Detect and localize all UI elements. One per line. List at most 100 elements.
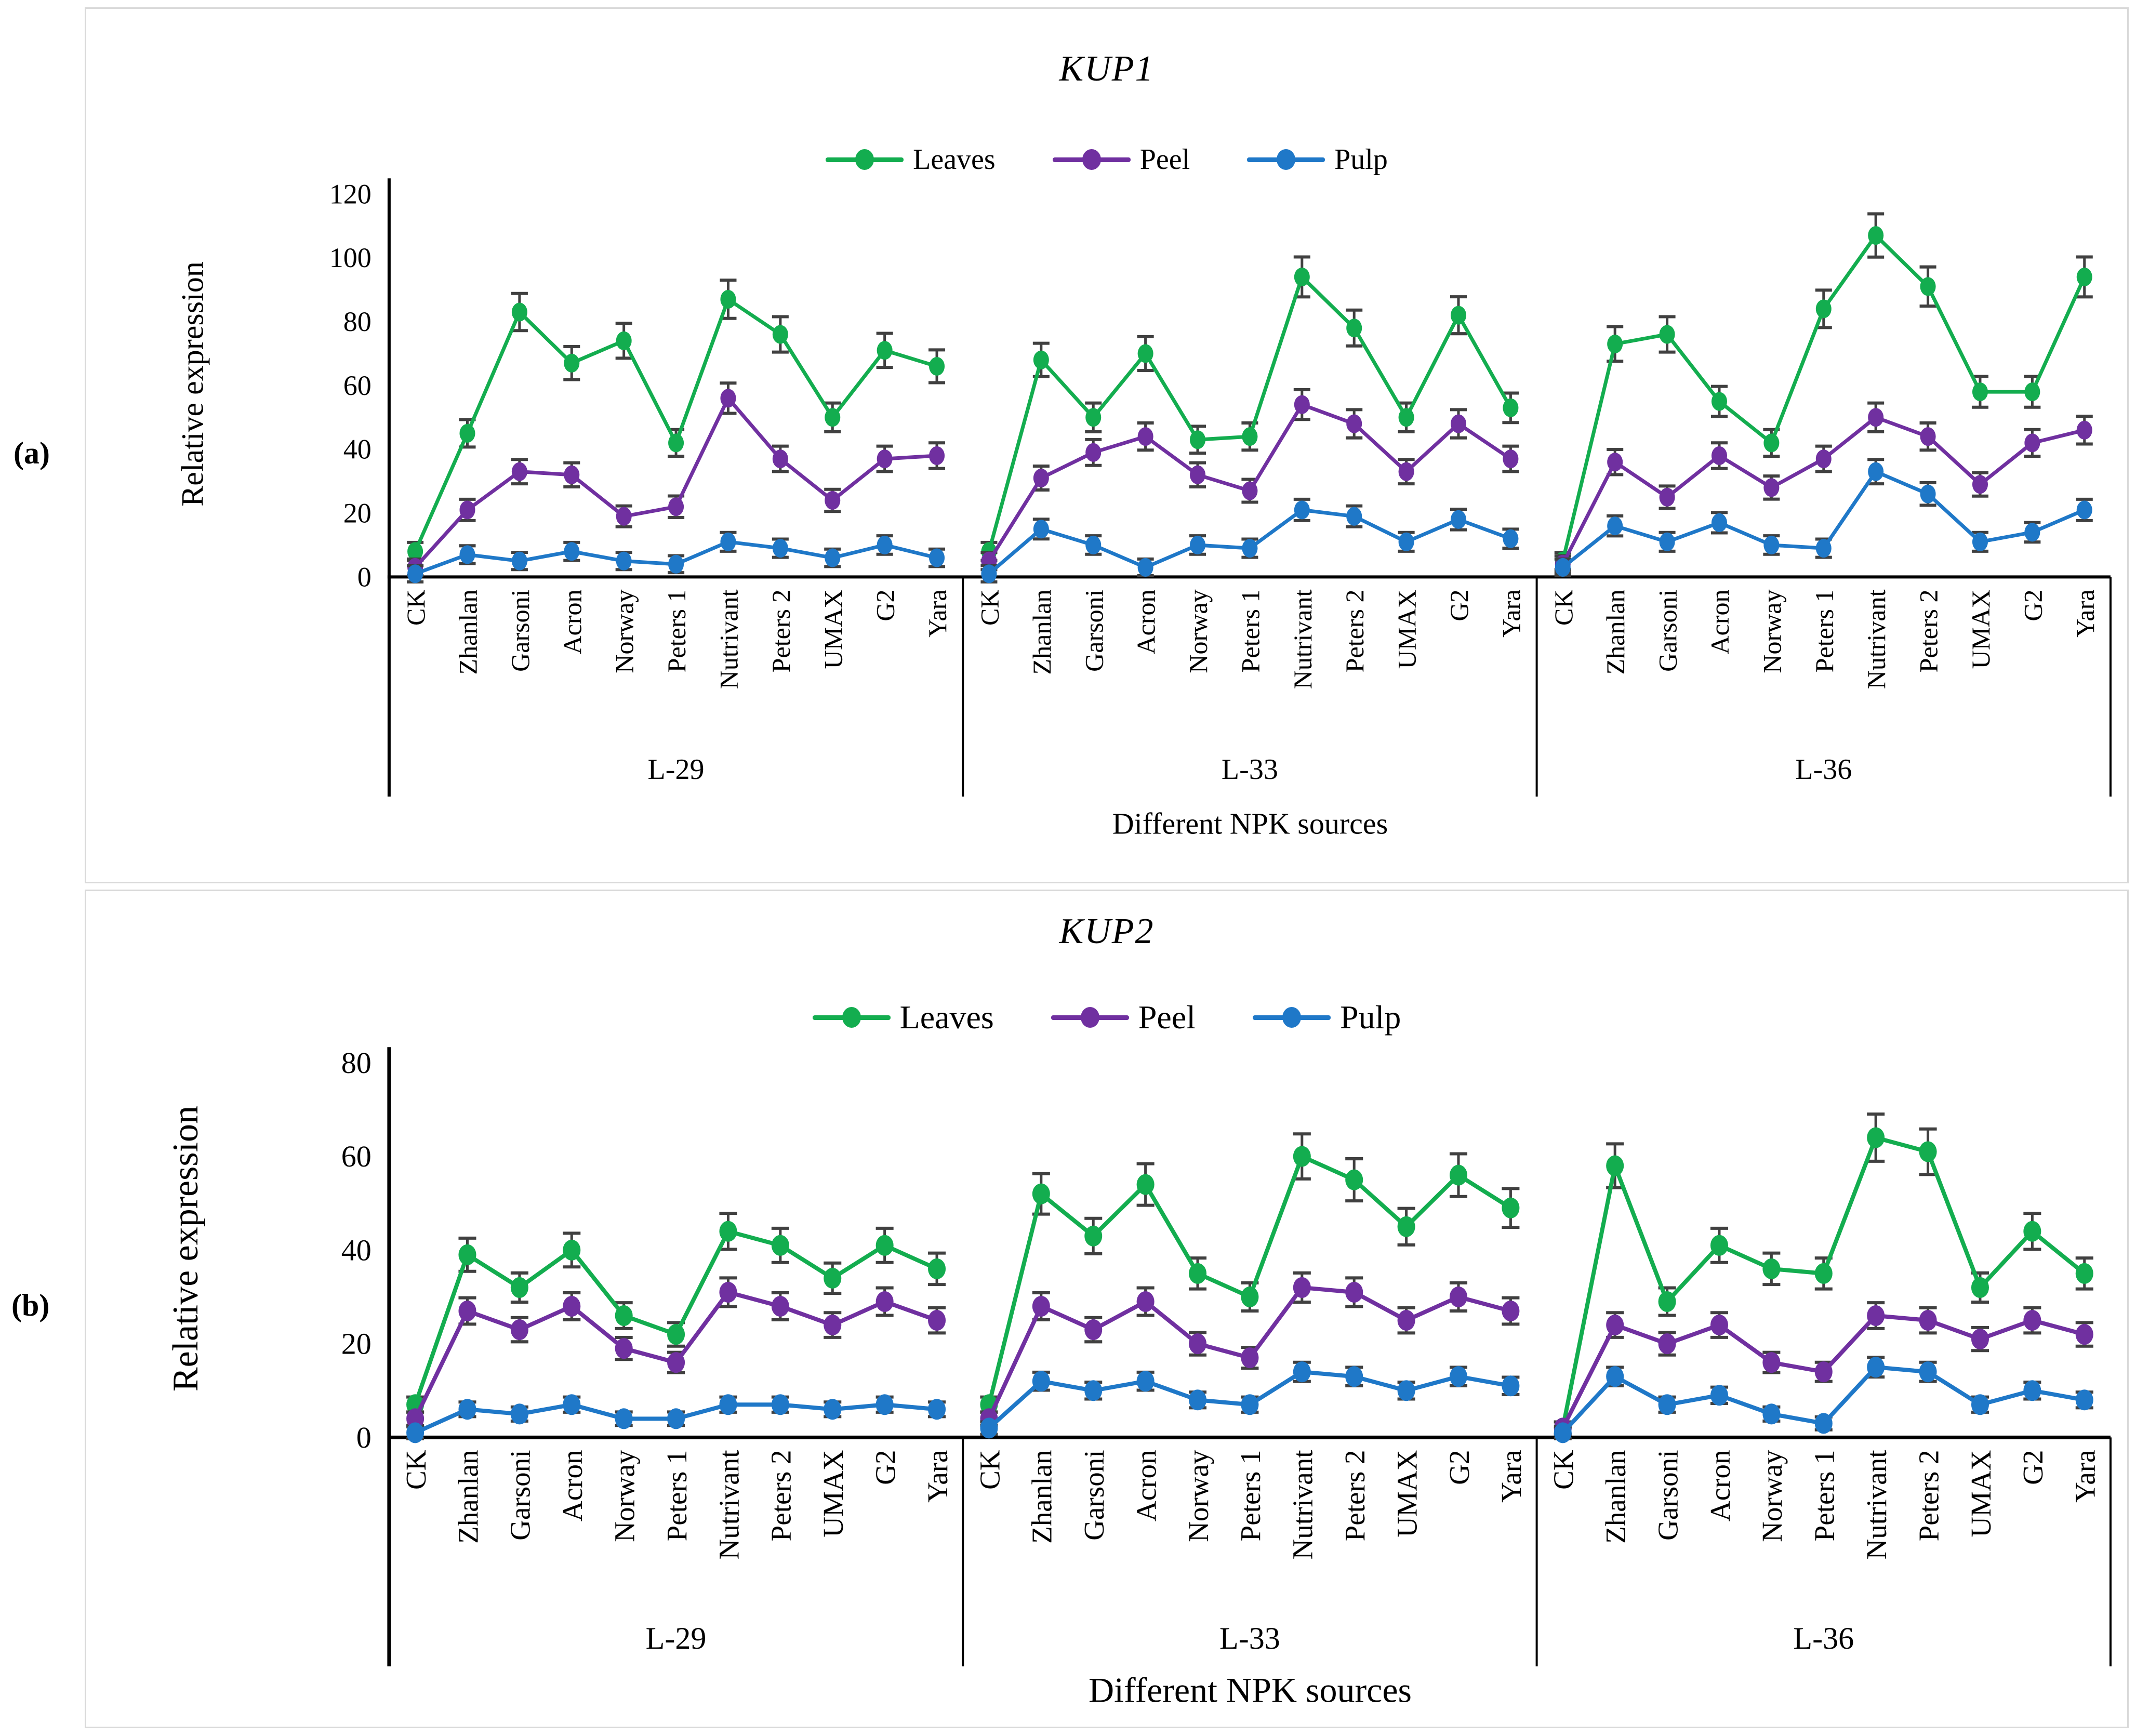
x-category-label: Norway bbox=[610, 589, 639, 673]
data-point-marker-leaves bbox=[1242, 427, 1258, 446]
data-point-marker-leaves bbox=[1658, 1291, 1676, 1313]
data-point-marker-leaves bbox=[1449, 1164, 1468, 1186]
data-point-marker-pulp bbox=[1450, 510, 1467, 529]
x-category-label: G2 bbox=[871, 589, 900, 621]
data-point-marker-peel bbox=[1242, 481, 1258, 500]
y-tick-label: 40 bbox=[341, 1233, 372, 1267]
data-point-marker-leaves bbox=[511, 302, 527, 322]
x-category-label: Nutrivant bbox=[713, 1450, 745, 1559]
data-point-marker-pulp bbox=[407, 564, 423, 584]
data-point-marker-pulp bbox=[1762, 1403, 1781, 1425]
data-point-marker-pulp bbox=[1920, 484, 1936, 503]
data-point-marker-peel bbox=[1188, 1333, 1207, 1355]
data-point-marker-peel bbox=[1033, 468, 1049, 487]
data-point-marker-peel bbox=[2024, 433, 2040, 453]
data-point-marker-leaves bbox=[458, 1244, 476, 1265]
data-point-marker-pulp bbox=[458, 1399, 476, 1420]
data-point-marker-pulp bbox=[719, 1394, 737, 1415]
data-point-marker-leaves bbox=[1136, 1174, 1155, 1195]
data-point-marker-leaves bbox=[1919, 1141, 1937, 1162]
data-point-marker-leaves bbox=[824, 1267, 842, 1289]
data-point-marker-pulp bbox=[563, 1394, 581, 1415]
x-category-label: Yara bbox=[2071, 589, 2100, 637]
x-category-label: Zhanlan bbox=[1027, 589, 1056, 674]
x-category-label: Acron bbox=[558, 589, 587, 654]
data-point-marker-leaves bbox=[563, 1239, 581, 1261]
data-point-marker-pulp bbox=[406, 1422, 424, 1443]
group-label: L-36 bbox=[1795, 753, 1852, 786]
data-point-marker-pulp bbox=[1659, 532, 1675, 551]
legend-item-pulp: Pulp bbox=[1247, 143, 1388, 176]
y-tick-label: 0 bbox=[357, 561, 372, 592]
data-point-marker-leaves bbox=[1920, 277, 1936, 296]
data-point-marker-pulp bbox=[824, 1399, 842, 1420]
data-point-marker-peel bbox=[2023, 1310, 2041, 1331]
data-point-marker-leaves bbox=[877, 341, 893, 360]
x-category-label: Zhanlan bbox=[1601, 589, 1630, 674]
x-category-label: Acron bbox=[1132, 589, 1161, 654]
pulp-line-marker-icon bbox=[1247, 149, 1325, 170]
x-category-label: Peters 1 bbox=[1236, 589, 1265, 672]
data-point-marker-peel bbox=[1032, 1295, 1050, 1317]
data-point-marker-leaves bbox=[720, 289, 736, 309]
data-point-marker-peel bbox=[929, 446, 945, 465]
data-point-marker-pulp bbox=[1814, 1413, 1833, 1434]
data-point-marker-pulp bbox=[2024, 523, 2040, 542]
data-point-marker-pulp bbox=[877, 535, 893, 554]
data-point-marker-leaves bbox=[1294, 267, 1310, 286]
data-point-marker-peel bbox=[615, 1338, 633, 1359]
data-point-marker-leaves bbox=[668, 433, 684, 453]
data-point-marker-pulp bbox=[1867, 1357, 1885, 1378]
data-point-marker-peel bbox=[1972, 475, 1988, 494]
data-point-marker-peel bbox=[772, 449, 788, 469]
y-tick-label: 80 bbox=[341, 1046, 372, 1080]
series-line-peel bbox=[414, 396, 937, 569]
legend-label: Leaves bbox=[899, 999, 994, 1036]
data-point-marker-peel bbox=[1710, 1315, 1729, 1336]
data-point-marker-pulp bbox=[616, 551, 632, 571]
data-point-marker-peel bbox=[458, 1300, 476, 1322]
data-point-marker-peel bbox=[1607, 453, 1623, 472]
data-point-marker-pulp bbox=[2075, 1389, 2093, 1411]
data-point-marker-peel bbox=[459, 500, 475, 520]
data-point-marker-pulp bbox=[772, 539, 788, 558]
y-tick-label: 80 bbox=[343, 306, 372, 337]
data-point-marker-pulp bbox=[1398, 532, 1414, 551]
data-point-marker-leaves bbox=[1502, 1197, 1520, 1218]
legend-b: Leaves Peel Pulp bbox=[86, 998, 2127, 1037]
x-axis-title-b: Different NPK sources bbox=[1089, 1670, 1412, 1710]
data-point-marker-leaves bbox=[1763, 433, 1780, 453]
x-category-label: G2 bbox=[2017, 1450, 2049, 1485]
data-point-marker-pulp bbox=[928, 1399, 946, 1420]
panel-b: KUP2 Leaves Peel Pulp Relative expressio… bbox=[85, 890, 2129, 1728]
data-point-marker-peel bbox=[1659, 487, 1675, 507]
x-category-label: Nutrivant bbox=[1862, 589, 1891, 689]
y-tick-label: 60 bbox=[343, 370, 372, 401]
data-point-marker-pulp bbox=[1711, 513, 1728, 532]
data-point-marker-leaves bbox=[1190, 430, 1206, 449]
data-point-marker-peel bbox=[1293, 1277, 1311, 1298]
x-category-label: CK bbox=[975, 589, 1004, 626]
y-tick-label: 0 bbox=[356, 1421, 372, 1454]
x-category-label: Yara bbox=[1495, 1450, 1527, 1503]
data-point-marker-pulp bbox=[2076, 500, 2092, 520]
leaves-line-marker-icon bbox=[826, 149, 904, 170]
x-category-label: CK bbox=[400, 1450, 432, 1490]
x-category-label: Yara bbox=[1496, 589, 1525, 637]
x-axis-title-a: Different NPK sources bbox=[1112, 806, 1388, 841]
data-point-marker-leaves bbox=[771, 1235, 789, 1256]
x-category-label: Peters 2 bbox=[766, 589, 795, 672]
group-label: L-36 bbox=[1793, 1621, 1854, 1655]
data-point-marker-leaves bbox=[1971, 1277, 1989, 1298]
data-point-marker-leaves bbox=[719, 1221, 737, 1242]
data-point-marker-peel bbox=[1190, 465, 1206, 484]
x-category-label: Acron bbox=[1130, 1450, 1162, 1521]
data-point-marker-peel bbox=[511, 462, 527, 481]
legend-label: Peel bbox=[1139, 143, 1190, 176]
x-category-label: Acron bbox=[556, 1450, 588, 1521]
data-point-marker-pulp bbox=[1190, 535, 1206, 554]
data-point-marker-pulp bbox=[1972, 532, 1988, 551]
data-point-marker-pulp bbox=[1136, 1371, 1155, 1392]
data-point-marker-peel bbox=[1294, 395, 1310, 414]
